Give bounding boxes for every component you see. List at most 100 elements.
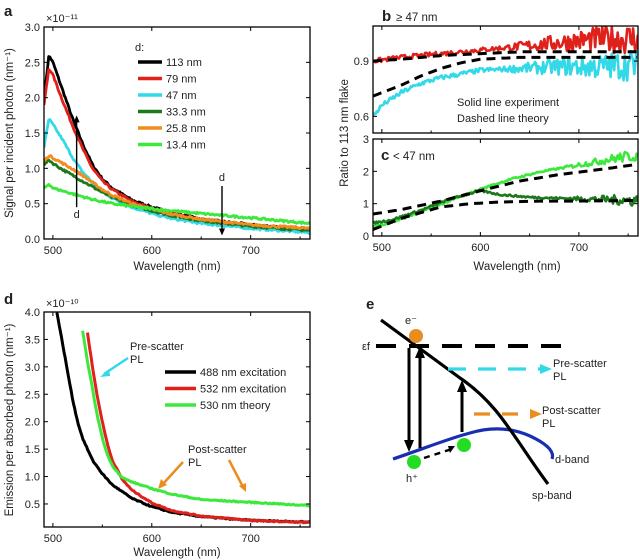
panel-c-plot-area xyxy=(373,150,638,231)
panel-b-subtitle: ≥ 47 nm xyxy=(396,12,437,24)
panel-c-x-axis-label: Wavelength (nm) xyxy=(473,261,560,273)
panel-a-multiplier: ×10⁻¹¹ xyxy=(46,13,78,25)
panel-d-x-ticks: 500 600 700 xyxy=(44,312,301,545)
panel-b-label: b xyxy=(382,8,391,25)
panel-a-annotations: dd xyxy=(73,115,225,236)
panel-c-label: c xyxy=(381,147,389,164)
panel-a-x-ticks: 500 600 700 xyxy=(44,27,301,257)
panel-c: c < 47 nm 0 1 2 3 500 600 700 Wavelength (nm)… xyxy=(339,79,639,273)
panel-d-legend: 488 nm excitation 532 nm excitation 530 nm… xyxy=(165,367,286,412)
thickness-arrowhead xyxy=(73,115,80,123)
emission-arrowhead xyxy=(404,440,414,452)
post-scatter-e-label-line1: Post-scatter xyxy=(542,405,601,417)
y-tick-label: 0.5 xyxy=(25,199,40,211)
sp-band-label: sp-band xyxy=(532,490,572,502)
y-tick-label: 0.0 xyxy=(25,234,40,246)
y-tick-label: 2 xyxy=(363,166,369,178)
series-530-nm-theory xyxy=(81,330,310,508)
series-13-4-nm xyxy=(44,182,310,226)
legend-label: 13.4 nm xyxy=(166,140,206,152)
x-tick-label: 600 xyxy=(143,533,161,545)
pre-scatter-e-label-line2: PL xyxy=(553,371,566,383)
y-tick-label: 3 xyxy=(363,134,369,146)
x-tick-label: 700 xyxy=(241,533,259,545)
panel-a-y-ticks: 0.0 0.5 1.0 1.5 2.0 2.5 3.0 xyxy=(25,22,310,246)
pre-scatter-label-line2: PL xyxy=(130,354,143,366)
thickness-arrow-label: d xyxy=(74,209,80,221)
thickness-arrow-label: d xyxy=(219,172,225,184)
panel-c-y-ticks: 0 1 2 3 xyxy=(363,134,638,243)
y-tick-label: 2.0 xyxy=(25,93,40,105)
x-tick-label: 700 xyxy=(570,242,588,254)
panel-d-plot-area xyxy=(55,312,310,525)
panel-b-frame xyxy=(372,25,639,134)
y-tick-label: 1 xyxy=(363,199,369,211)
panel-d-y-ticks: 0.5 1.0 1.5 2.0 2.5 3.0 3.5 4.0 xyxy=(25,307,310,511)
panel-a-legend-title: d: xyxy=(135,42,144,54)
y-tick-label: 3.0 xyxy=(25,362,40,374)
y-tick-label: 3.0 xyxy=(25,22,40,34)
electron-label: e⁻ xyxy=(405,315,417,327)
post-scatter-e-label-line2: PL xyxy=(542,418,555,430)
legend-label: 530 nm theory xyxy=(200,400,271,412)
y-tick-label: 0.5 xyxy=(25,499,40,511)
panel-c-x-ticks: 500 600 700 xyxy=(373,139,629,254)
y-tick-label: 1.5 xyxy=(25,444,40,456)
legend-label: 113 nm xyxy=(166,57,202,69)
panel-b-y-ticks: 0.6 0.9 xyxy=(354,56,638,123)
hole-scatter-arrow xyxy=(423,447,453,460)
d-band-curve xyxy=(392,427,555,461)
legend-label: 488 nm excitation xyxy=(200,367,286,379)
x-tick-label: 600 xyxy=(143,245,161,257)
legend-label: 25.8 nm xyxy=(166,123,206,135)
y-tick-label: 2.0 xyxy=(25,417,40,429)
panel-d-x-axis-label: Wavelength (nm) xyxy=(133,547,220,559)
panel-c-frame xyxy=(372,138,639,237)
legend-label: 47 nm xyxy=(166,90,197,102)
series-47-nm-theory xyxy=(373,55,637,98)
panel-d-label: d xyxy=(4,291,13,308)
post-scatter-arrow-1 xyxy=(161,461,184,486)
panel-a: a ×10⁻¹¹ 0.0 0.5 1.0 1.5 2.0 2.5 3.0 500 600 700… xyxy=(4,3,311,273)
y-tick-label: 4.0 xyxy=(25,307,40,319)
y-tick-label: 2.5 xyxy=(25,389,40,401)
series-25-8-nm xyxy=(44,154,310,231)
y-tick-label: 0 xyxy=(363,231,369,243)
panel-a-plot-area xyxy=(44,55,310,235)
y-tick-label: 1.0 xyxy=(25,163,40,175)
panel-d-frame xyxy=(43,311,311,528)
post-scatter-label-line2: PL xyxy=(188,457,201,469)
pre-scatter-arrowhead xyxy=(100,369,110,377)
y-tick-label: 3.5 xyxy=(25,334,40,346)
panel-b-note-experiment: Solid line experiment xyxy=(457,97,559,109)
post-scatter-arrow-2 xyxy=(227,459,245,488)
pre-scatter-label-line1: Pre-scatter xyxy=(130,341,184,353)
d-band-label: d-band xyxy=(555,454,589,466)
excitation-arrowhead xyxy=(415,346,425,358)
panel-e-label: e xyxy=(366,296,374,313)
x-tick-label: 500 xyxy=(44,533,62,545)
electron-dot xyxy=(409,329,423,343)
sp-band-curve xyxy=(380,318,550,485)
hole-dot-initial xyxy=(407,455,421,469)
panel-a-label: a xyxy=(4,3,13,20)
panel-a-y-axis-label: Signal per incident photon (nm⁻¹) xyxy=(4,48,16,218)
panel-e-diagram: e εf d-band sp-band e⁻ h⁺ Pre-scatter PL xyxy=(362,296,607,502)
panel-a-x-axis-label: Wavelength (nm) xyxy=(133,261,220,273)
series-13-4-nm-theory xyxy=(373,162,638,216)
panel-bc-y-axis-label: Ratio to 113 nm flake xyxy=(339,79,351,187)
panel-d-multiplier: ×10⁻¹⁰ xyxy=(46,298,79,310)
y-tick-label: 0.6 xyxy=(354,111,369,123)
panel-b-plot-area xyxy=(373,26,638,117)
x-tick-label: 600 xyxy=(471,242,489,254)
pre-scatter-e-label-line1: Pre-scatter xyxy=(553,358,607,370)
panel-d: d ×10⁻¹⁰ 0.5 1.0 1.5 2.0 2.5 3.0 3.5 4.0 500 600… xyxy=(4,291,311,559)
hole-label: h⁺ xyxy=(406,473,418,485)
post-scatter-arrowhead-1 xyxy=(158,479,167,489)
fermi-level-label: εf xyxy=(362,341,371,353)
y-tick-label: 1.0 xyxy=(25,472,40,484)
panel-b-note-theory: Dashed line theory xyxy=(457,113,549,125)
y-tick-label: 1.5 xyxy=(25,128,40,140)
series-13-4-nm-experiment xyxy=(373,150,638,229)
